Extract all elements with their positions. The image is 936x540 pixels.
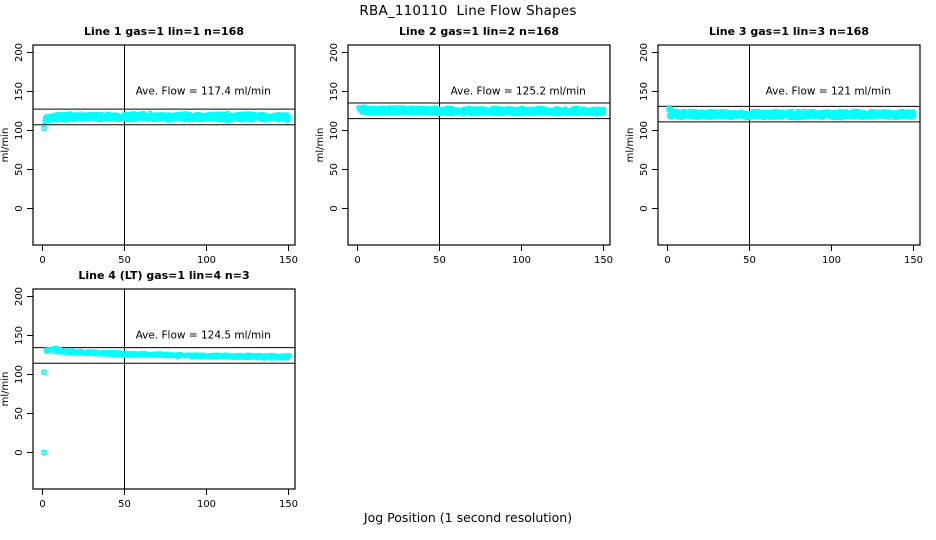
y-tick-label: 0 xyxy=(329,205,340,211)
x-tick-label: 100 xyxy=(822,255,841,266)
y-axis-unit-label: ml/min xyxy=(315,128,326,163)
panel-line-4: Line 4 (LT) gas=1 lin=4 n=3 Ave. Flow = 1… xyxy=(0,269,298,510)
panel-line-1: Line 1 gas=1 lin=1 n=168 Ave. Flow = 117.… xyxy=(0,25,298,266)
y-tick-label: 200 xyxy=(639,43,650,62)
x-tick-label: 100 xyxy=(197,499,216,510)
x-tick-label: 0 xyxy=(354,255,360,266)
y-axis: 0 50 100 150 200 xyxy=(639,43,658,212)
panel-title: Line 1 gas=1 lin=1 n=168 xyxy=(84,25,244,38)
ave-flow-annotation: Ave. Flow = 121 ml/min xyxy=(766,86,891,98)
y-axis: 0 50 100 150 200 xyxy=(329,43,348,212)
x-tick-label: 100 xyxy=(512,255,531,266)
y-tick-label: 100 xyxy=(639,121,650,140)
data-points xyxy=(41,345,291,456)
y-tick-label: 200 xyxy=(14,43,25,62)
y-tick-label: 100 xyxy=(14,365,25,384)
x-tick-label: 150 xyxy=(279,255,298,266)
y-tick-label: 0 xyxy=(14,205,25,211)
x-tick-label: 50 xyxy=(118,499,131,510)
figure-title: RBA_110110 Line Flow Shapes xyxy=(359,3,577,19)
y-tick-label: 100 xyxy=(14,121,25,140)
panel-line-3: Line 3 gas=1 lin=3 n=168 Ave. Flow = 121 … xyxy=(625,25,923,266)
x-axis: 0 50 100 150 xyxy=(39,489,298,510)
y-tick-label: 200 xyxy=(14,287,25,306)
x-axis-label: Jog Position (1 second resolution) xyxy=(363,510,573,525)
ave-flow-annotation: Ave. Flow = 117.4 ml/min xyxy=(136,86,271,98)
y-tick-label: 150 xyxy=(639,82,650,101)
plot-box xyxy=(657,44,921,246)
y-tick-label: 0 xyxy=(639,205,650,211)
x-tick-label: 0 xyxy=(664,255,670,266)
y-axis-unit-label: ml/min xyxy=(0,372,11,407)
y-tick-label: 150 xyxy=(14,326,25,345)
y-axis-unit-label: ml/min xyxy=(0,128,11,163)
data-points xyxy=(41,110,291,131)
ave-flow-annotation: Ave. Flow = 125.2 ml/min xyxy=(451,86,586,98)
x-tick-label: 0 xyxy=(39,255,45,266)
y-tick-label: 150 xyxy=(329,82,340,101)
y-tick-label: 150 xyxy=(14,82,25,101)
panel-title: Line 4 (LT) gas=1 lin=4 n=3 xyxy=(78,269,249,282)
ave-flow-annotation: Ave. Flow = 124.5 ml/min xyxy=(136,330,271,342)
y-tick-label: 100 xyxy=(329,121,340,140)
data-points xyxy=(666,104,917,121)
x-tick-label: 50 xyxy=(118,255,131,266)
plot-box xyxy=(347,44,611,246)
x-tick-label: 100 xyxy=(197,255,216,266)
y-axis: 0 50 100 150 200 xyxy=(14,43,33,212)
x-tick-label: 150 xyxy=(904,255,923,266)
x-tick-label: 50 xyxy=(743,255,756,266)
x-axis: 0 50 100 150 xyxy=(39,245,298,266)
panel-title: Line 3 gas=1 lin=3 n=168 xyxy=(709,25,869,38)
plot-box xyxy=(32,288,296,490)
x-tick-label: 150 xyxy=(594,255,613,266)
x-tick-label: 0 xyxy=(39,499,45,510)
x-tick-label: 50 xyxy=(433,255,446,266)
x-axis: 0 50 100 150 xyxy=(354,245,613,266)
plot-box xyxy=(32,44,296,246)
y-tick-label: 50 xyxy=(14,407,25,420)
y-tick-label: 50 xyxy=(329,163,340,176)
y-tick-label: 50 xyxy=(14,163,25,176)
x-axis: 0 50 100 150 xyxy=(664,245,923,266)
x-tick-label: 150 xyxy=(279,499,298,510)
data-points xyxy=(356,104,607,117)
y-tick-label: 0 xyxy=(14,449,25,455)
y-axis: 0 50 100 150 200 xyxy=(14,287,33,456)
y-axis-unit-label: ml/min xyxy=(625,128,636,163)
y-tick-label: 50 xyxy=(639,163,650,176)
panel-line-2: Line 2 gas=1 lin=2 n=168 Ave. Flow = 125.… xyxy=(315,25,613,266)
panel-title: Line 2 gas=1 lin=2 n=168 xyxy=(399,25,559,38)
y-tick-label: 200 xyxy=(329,43,340,62)
